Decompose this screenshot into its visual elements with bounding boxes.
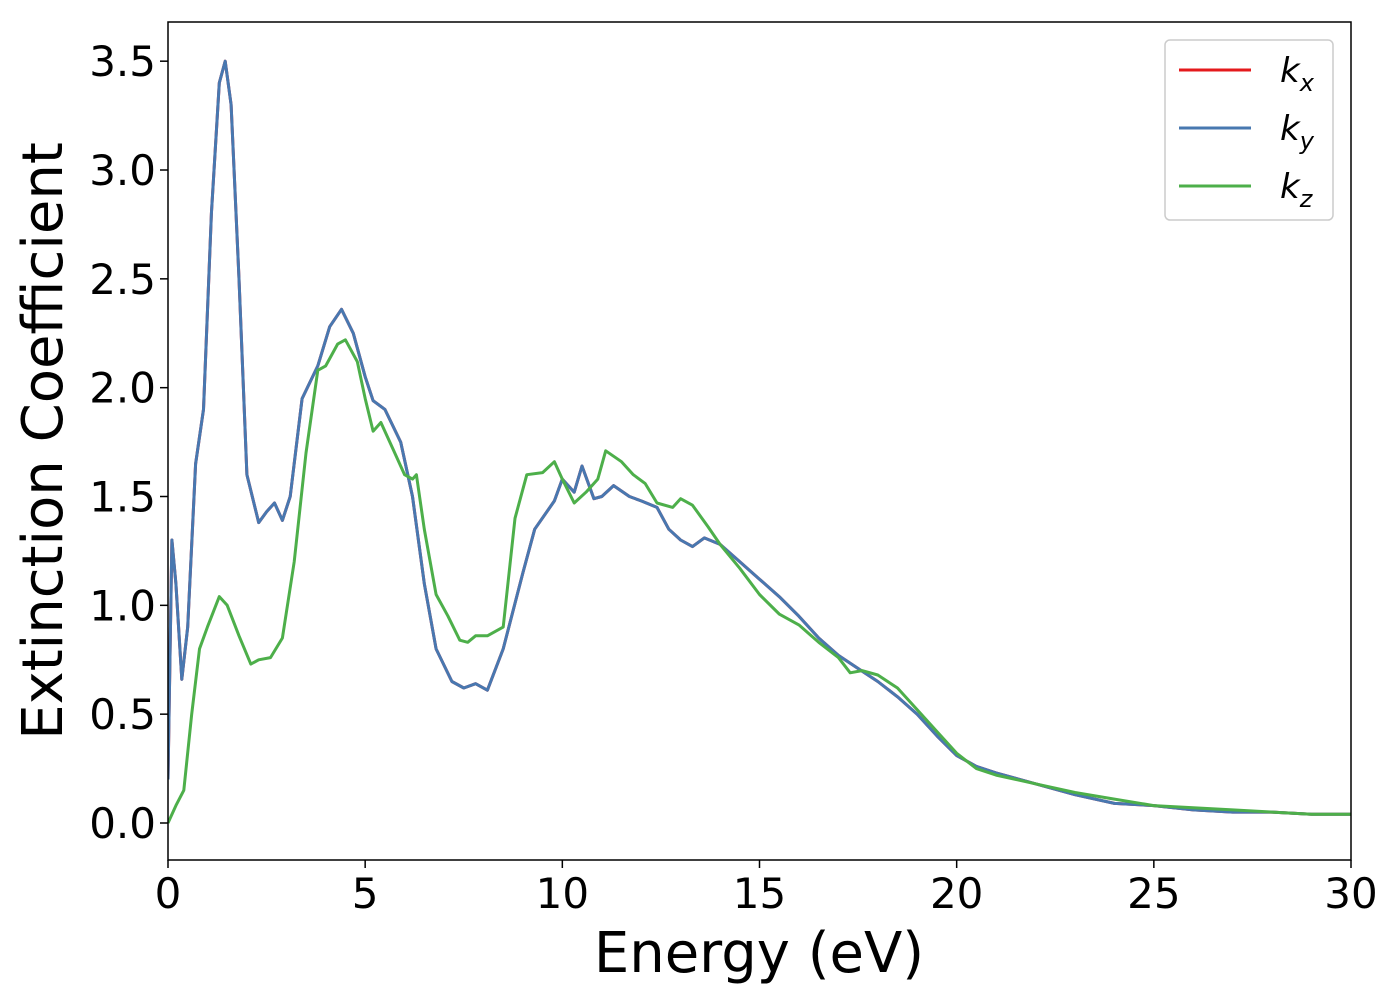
- x-axis-label: Energy (eV): [594, 921, 924, 986]
- x-tick-label: 15: [733, 869, 786, 918]
- x-tick-label: 5: [352, 869, 379, 918]
- line-series: [168, 59, 1351, 816]
- y-tick-label: 3.0: [89, 146, 156, 195]
- y-tick-label: 2.5: [89, 255, 156, 304]
- y-tick-label: 3.5: [89, 37, 156, 86]
- legend-label: kz: [1280, 167, 1314, 213]
- x-tick-label: 0: [155, 869, 182, 918]
- x-tick-label: 20: [930, 869, 983, 918]
- y-tick-label: 0.0: [89, 799, 156, 848]
- line-series: [168, 338, 1351, 824]
- legend-box: [1164, 39, 1334, 221]
- x-tick-label: 30: [1324, 869, 1377, 918]
- y-tick-label: 0.5: [89, 690, 156, 739]
- x-tick-label: 25: [1127, 869, 1180, 918]
- y-tick-label: 1.5: [89, 473, 156, 522]
- legend-label: kx: [1280, 51, 1315, 97]
- plot-frame: [167, 21, 1352, 861]
- y-tick-label: 2.0: [89, 364, 156, 413]
- legend-label: ky: [1280, 109, 1315, 155]
- y-axis-label: Extinction Coefficient: [11, 142, 76, 740]
- x-tick-label: 10: [536, 869, 589, 918]
- y-tick-label: 1.0: [89, 581, 156, 630]
